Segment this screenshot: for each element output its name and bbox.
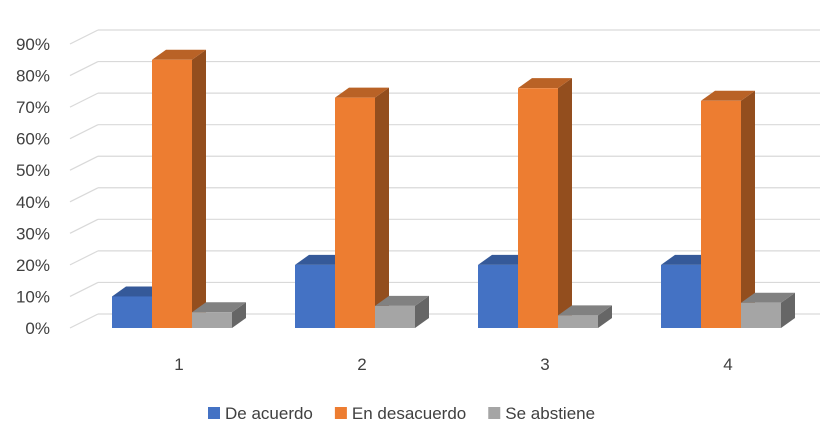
gridline-side [69,124,99,140]
bar-front [335,97,375,329]
y-tick-label: 10% [16,287,50,306]
bar-en-desacuerdo-3 [518,78,572,328]
bar-front [701,100,741,328]
gridlines [69,29,820,329]
bar-top [152,49,206,60]
bar-se-abstiene-3 [558,305,612,328]
legend-swatch [334,407,347,419]
bar-top [741,292,795,303]
bar-se-abstiene-4 [741,292,795,328]
bar-front [741,302,781,328]
x-tick-label: 3 [540,355,549,374]
legend: De acuerdo En desacuerdo Se abstiene [208,404,595,423]
gridline-side [69,313,99,329]
legend-item: En desacuerdo [334,404,466,423]
bar-front [152,59,192,329]
gridline-side [69,218,99,234]
bar-en-desacuerdo-2 [335,87,389,329]
bar-top [375,295,429,306]
gridline-side [69,92,99,108]
bar-top [518,78,572,89]
y-tick-label: 90% [16,35,50,54]
bar-side [781,292,795,328]
y-tick-label: 0% [25,319,50,338]
bar-side [192,49,206,329]
x-tick-label: 1 [174,355,183,374]
gridline-side [69,155,99,171]
y-tick-label: 60% [16,130,50,149]
bar-front [112,296,152,328]
bar-front [375,305,415,328]
y-tick-label: 40% [16,193,50,212]
bar-side [598,305,612,328]
bars [112,49,795,329]
gridline-side [69,250,99,266]
gridline-side [69,29,99,45]
bar-side [558,78,572,328]
gridline-side [69,281,99,297]
y-tick-label: 80% [16,67,50,86]
legend-label: Se abstiene [505,404,595,423]
bar-side [741,90,755,328]
x-tick-label: 2 [357,355,366,374]
bar-en-desacuerdo-4 [701,90,755,328]
bar-se-abstiene-1 [192,302,246,328]
bar-front [518,88,558,328]
bar-front [295,264,335,328]
y-axis: 0% 10% 20% 30% 40% 50% 60% 70% 80% 90% [16,35,50,338]
legend-label: En desacuerdo [352,404,466,423]
bar-front [192,312,232,328]
x-axis: 1 2 3 4 [174,355,732,374]
legend-label: De acuerdo [225,404,313,423]
bar-top [192,302,246,313]
bar-side [232,302,246,328]
gridline-side [69,61,99,77]
legend-swatch [208,407,220,419]
bar-top [701,90,755,101]
y-tick-label: 50% [16,161,50,180]
bar-se-abstiene-2 [375,295,429,328]
bar-front [478,264,518,328]
gridline-side [69,187,99,203]
bar-side [415,295,429,328]
bar-en-desacuerdo-1 [152,49,206,329]
bar-front [558,315,598,328]
x-tick-label: 4 [723,355,732,374]
legend-item: Se abstiene [488,404,595,423]
bar-top [335,87,389,98]
y-tick-label: 70% [16,98,50,117]
bar-front [661,264,701,328]
bar-top [558,305,612,316]
bar-side [375,87,389,329]
legend-swatch [488,407,501,419]
y-tick-label: 30% [16,224,50,243]
legend-item: De acuerdo [208,404,313,423]
y-tick-label: 20% [16,256,50,275]
